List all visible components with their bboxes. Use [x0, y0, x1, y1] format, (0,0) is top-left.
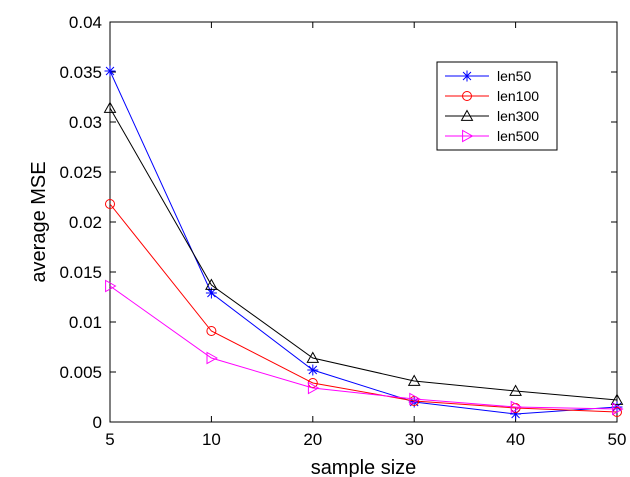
data-point-len50 — [104, 65, 116, 77]
series-line-len300 — [109, 107, 618, 401]
legend-box — [436, 61, 558, 151]
legend-marker — [461, 70, 473, 82]
x-axis-label: sample size — [311, 457, 417, 477]
legend-item-len300: len300 — [445, 108, 539, 124]
legend-marker — [462, 91, 472, 101]
series-line-len500 — [109, 285, 618, 410]
y-tick-label: 0.005 — [59, 363, 102, 382]
legend-label: len100 — [497, 88, 539, 104]
data-point-len500 — [307, 381, 320, 395]
data-point-len500 — [206, 351, 218, 365]
data-point-len300 — [103, 101, 117, 113]
y-tick-label: 0 — [93, 413, 102, 432]
legend-marker — [460, 109, 474, 121]
data-point-len300 — [610, 393, 624, 405]
data-point-len100 — [105, 199, 115, 209]
y-tick-label: 0.02 — [69, 213, 102, 232]
series-len100 — [105, 199, 622, 417]
legend-item-len50: len50 — [445, 68, 531, 84]
y-tick-label: 0.025 — [59, 163, 102, 182]
series-layer — [103, 65, 624, 420]
series-len500 — [105, 279, 624, 416]
marker-stroke — [105, 66, 115, 76]
y-tick-label: 0.01 — [69, 313, 102, 332]
data-point-len300 — [509, 384, 522, 396]
marker-stroke — [308, 365, 318, 375]
marker-stroke — [207, 288, 216, 298]
x-tick-label: 20 — [303, 430, 322, 449]
legend-item-len100: len100 — [445, 88, 539, 104]
legend-label: len50 — [497, 68, 531, 84]
data-point-len100 — [206, 326, 217, 336]
x-tick-label: 5 — [105, 430, 114, 449]
y-axis-label: average MSE — [28, 161, 50, 282]
y-tick-label: 0.04 — [69, 13, 102, 32]
x-tick-label: 40 — [506, 430, 525, 449]
series-line-len100 — [109, 203, 618, 413]
marker-stroke — [462, 71, 472, 81]
x-tick-label: 30 — [405, 430, 424, 449]
legend-marker — [462, 129, 474, 143]
x-tick-label: 50 — [608, 430, 627, 449]
data-point-len300 — [205, 278, 218, 290]
x-tick-label: 10 — [202, 430, 221, 449]
y-tick-label: 0.015 — [59, 263, 102, 282]
data-point-len50 — [307, 364, 319, 376]
y-tick-label: 0.035 — [59, 63, 102, 82]
data-point-len500 — [510, 400, 523, 414]
data-point-len500 — [105, 279, 117, 293]
series-len300 — [103, 101, 624, 405]
legend: len50 len100 len300 len500 — [436, 61, 558, 151]
axis-ticks: 0 0.005 0.01 0.015 0.02 0.025 0.03 0.035 0.04 5 10… — [59, 13, 626, 449]
data-point-len500 — [612, 402, 624, 416]
data-point-len300 — [306, 351, 320, 363]
legend-item-len500: len500 — [445, 128, 539, 144]
data-point-len500 — [409, 392, 421, 406]
legend-label: len300 — [497, 108, 539, 124]
data-point-len300 — [407, 374, 421, 386]
legend-label: len500 — [497, 128, 539, 144]
y-tick-label: 0.03 — [69, 113, 102, 132]
